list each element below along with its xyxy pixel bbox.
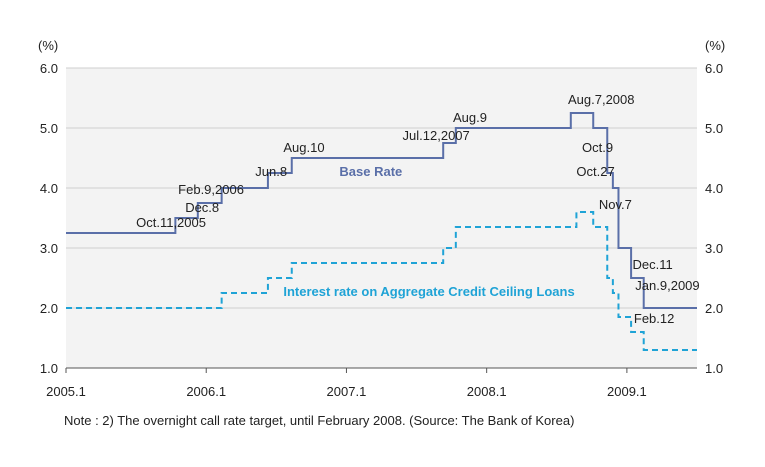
data-annotation: Jan.9,2009 (635, 278, 699, 293)
y-tick-label-left: 2.0 (40, 301, 58, 316)
series-label: Base Rate (339, 164, 402, 179)
y-tick-label-right: 1.0 (705, 361, 723, 376)
y-tick-label-right: 3.0 (705, 241, 723, 256)
y-tick-label-left: 6.0 (40, 61, 58, 76)
data-annotation: Oct.9 (582, 140, 613, 155)
data-annotation: Aug.7,2008 (568, 92, 635, 107)
axes: 1.0 1.0 2.0 2.0 3.0 3.0 4.0 4.0 5.0 5.0 6.0 6.0 (%) (… (38, 38, 725, 399)
data-annotation: Oct.11,2005 (136, 215, 206, 230)
y-tick-label-left: 5.0 (40, 121, 58, 136)
data-annotation: Feb.9,2006 (178, 182, 244, 197)
plot-area (66, 68, 697, 368)
data-annotation: Aug.9 (453, 110, 487, 125)
x-tick-label: 2008.1 (467, 384, 507, 399)
y-tick-label-left: 3.0 (40, 241, 58, 256)
data-annotation: Dec.8 (185, 200, 219, 215)
series-line-base-rate (66, 112, 697, 309)
y-tick-label-right: 5.0 (705, 121, 723, 136)
series-label: Interest rate on Aggregate Credit Ceilin… (283, 284, 574, 299)
data-annotation: Feb.12 (634, 311, 674, 326)
y-tick-label-right: 4.0 (705, 181, 723, 196)
y-tick-label-right: 2.0 (705, 301, 723, 316)
x-tick-label: 2006.1 (186, 384, 226, 399)
y-tick-label-left: 1.0 (40, 361, 58, 376)
data-annotation: Nov.7 (599, 197, 632, 212)
data-annotation: Aug.10 (283, 140, 324, 155)
data-annotation: Dec.11 (632, 257, 672, 272)
x-tick-label: 2007.1 (327, 384, 367, 399)
series-group (66, 112, 697, 351)
annotation-group: Base Rate Interest rate on Aggregate Cred… (136, 92, 700, 326)
y-tick-label-left: 4.0 (40, 181, 58, 196)
y-axis-unit-left: (%) (38, 38, 58, 53)
y-tick-label-right: 6.0 (705, 61, 723, 76)
x-tick-label: 2009.1 (607, 384, 647, 399)
y-axis-unit-right: (%) (705, 38, 725, 53)
chart-note: Note : 2) The overnight call rate target… (64, 413, 575, 428)
series-line-credit-ceiling (66, 211, 697, 351)
x-tick-label: 2005.1 (46, 384, 86, 399)
data-annotation: Jun.8 (255, 164, 287, 179)
data-annotation: Jul.12,2007 (403, 128, 470, 143)
data-annotation: Oct.27 (576, 164, 614, 179)
